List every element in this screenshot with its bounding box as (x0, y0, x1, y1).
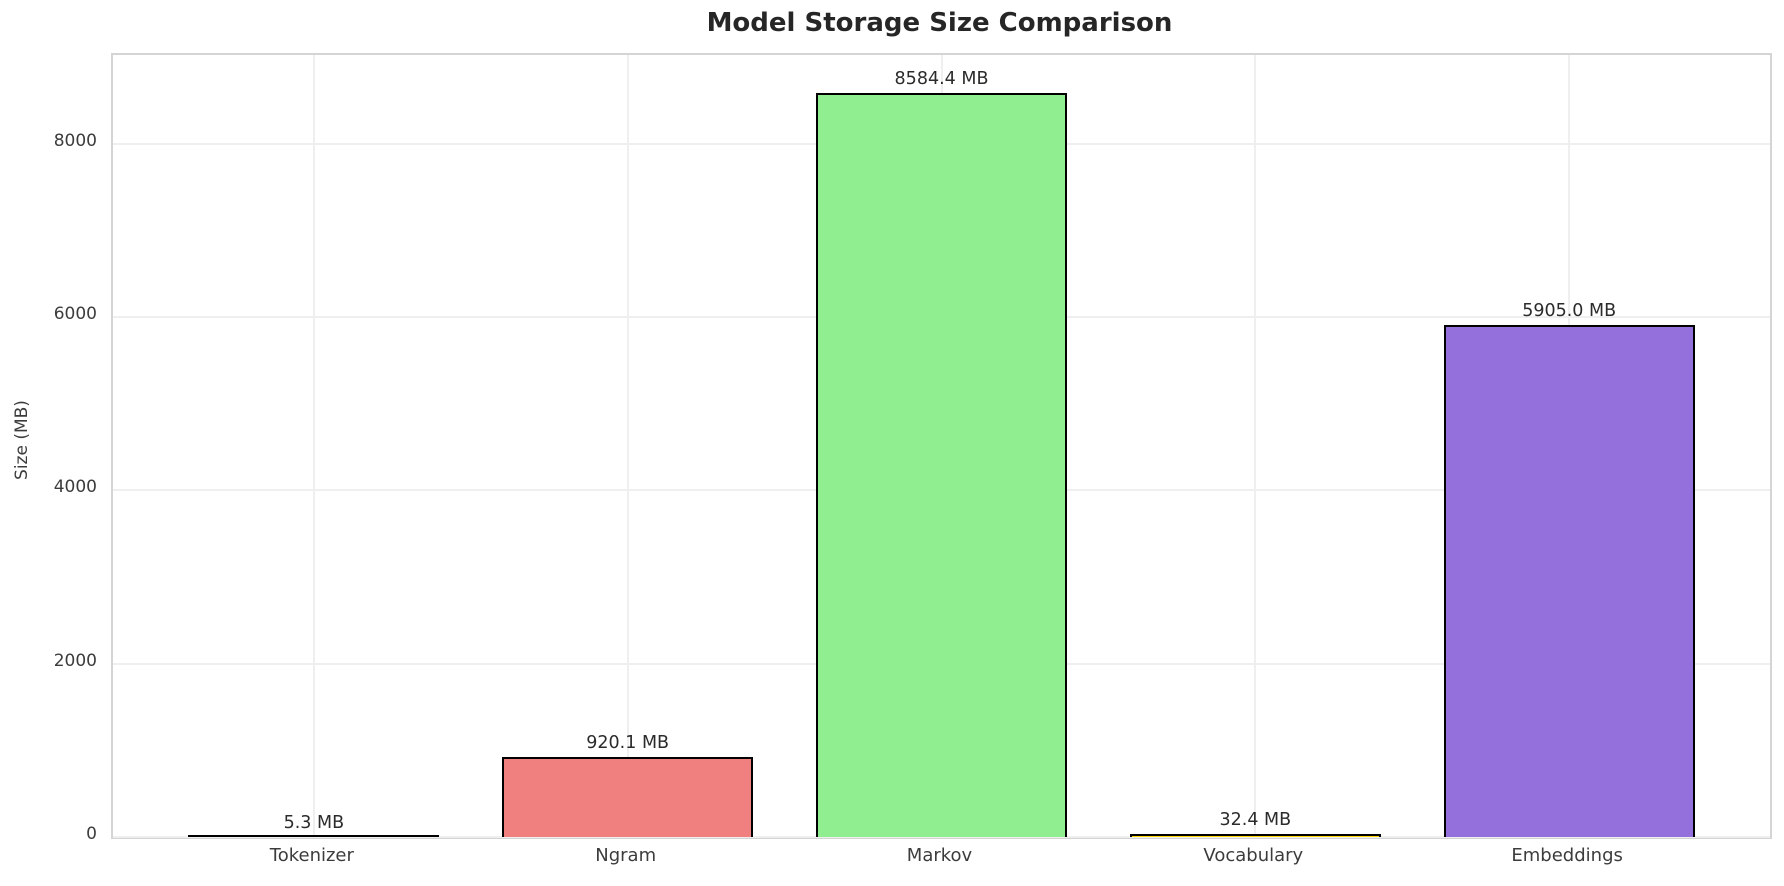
y-gridline (113, 836, 1770, 838)
y-tick-label: 6000 (53, 304, 97, 325)
x-tick-label: Ngram (595, 845, 657, 866)
bar-vocabulary (1129, 834, 1381, 837)
bar-ngram (502, 757, 754, 837)
x-gridline (626, 55, 629, 837)
bar-tokenizer (188, 835, 440, 837)
bar-value-label: 5905.0 MB (1522, 301, 1617, 322)
bar-embeddings (1443, 325, 1695, 837)
y-tick-label: 2000 (53, 650, 97, 671)
x-tick-label: Vocabulary (1203, 845, 1304, 866)
x-gridline (1254, 55, 1257, 837)
y-axis-label: Size (MB) (12, 400, 32, 480)
bar-value-label: 5.3 MB (283, 812, 345, 833)
plot-area: 5.3 MB 920.1 MB 8584.4 MB 32.4 MB 5905.0 MB (111, 53, 1772, 839)
bar-markov (815, 93, 1068, 837)
x-tick-label: Tokenizer (269, 845, 354, 866)
bar-value-label: 920.1 MB (586, 733, 670, 754)
bar-value-label: 32.4 MB (1219, 810, 1292, 831)
x-gridline (312, 55, 315, 837)
y-tick-label: 0 (86, 824, 97, 844)
y-tick-label: 8000 (53, 130, 97, 151)
y-tick-label: 4000 (53, 477, 97, 498)
bar-value-label: 8584.4 MB (894, 69, 989, 90)
x-tick-label: Markov (906, 845, 973, 866)
chart-title: Model Storage Size Comparison (706, 8, 1173, 38)
x-tick-label: Embeddings (1511, 845, 1623, 866)
